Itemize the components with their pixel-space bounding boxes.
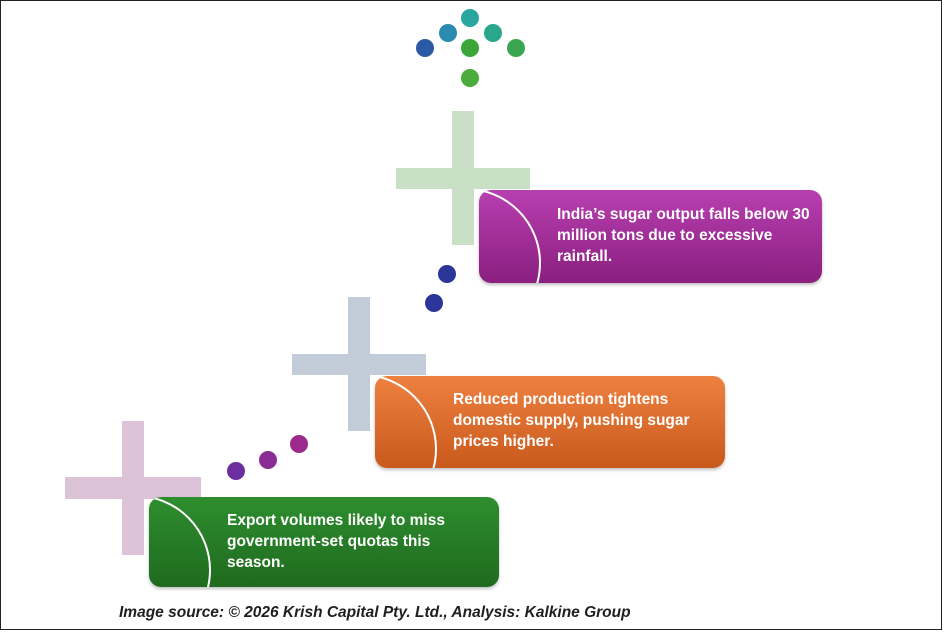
connector-dot [290,435,308,453]
step-text: India’s sugar output falls below 30 mill… [557,206,810,265]
connector-dot [438,265,456,283]
step-text: Export volumes likely to miss government… [227,512,445,571]
connector-dot [425,294,443,312]
connector-dot [227,462,245,480]
plus-icon-bottom [65,421,201,555]
image-source-caption: Image source: © 2026 Krish Capital Pty. … [119,604,631,621]
plus-icon-middle [292,297,426,431]
step-box-supply: Reduced production tightens domestic sup… [375,376,725,468]
connector-dot [259,451,277,469]
step-text: Reduced production tightens domestic sup… [453,391,690,450]
plus-icon-top [396,111,530,245]
step-box-export: Export volumes likely to miss government… [149,497,499,587]
step-box-output: India’s sugar output falls below 30 mill… [479,190,822,283]
